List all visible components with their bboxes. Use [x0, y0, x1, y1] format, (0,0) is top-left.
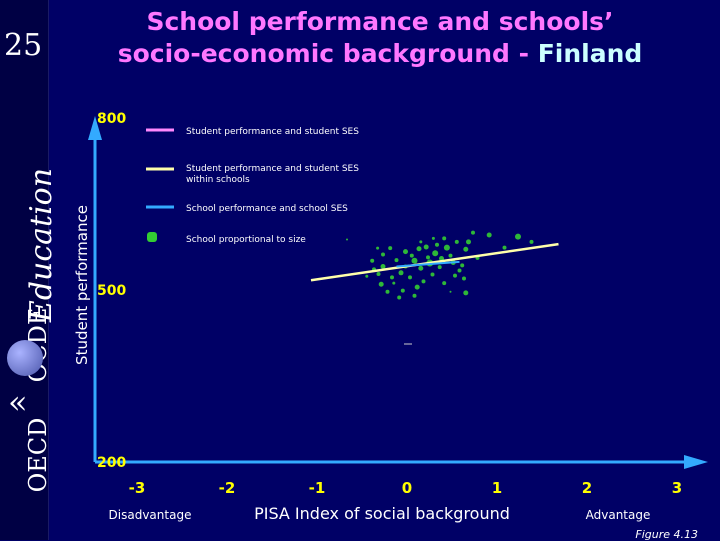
legend-label: Student performance and student SES — [186, 127, 359, 137]
school-point — [416, 246, 422, 252]
x-tick-label: 1 — [492, 479, 502, 497]
school-point — [453, 273, 457, 278]
school-point — [502, 245, 507, 250]
y-tick-label: 800 — [97, 111, 126, 127]
x-tick-label: 3 — [672, 479, 682, 497]
school-point — [392, 281, 396, 285]
x-axis-arrow — [684, 455, 708, 469]
school-point — [460, 263, 465, 268]
regression-line — [310, 242, 559, 282]
school-point — [394, 258, 399, 263]
x-tick-label: -1 — [309, 479, 326, 497]
school-point — [409, 253, 414, 258]
school-point — [443, 244, 450, 251]
school-point — [426, 255, 430, 260]
school-points — [346, 230, 534, 300]
x-annotation-disadvantage: Disadvantage — [109, 508, 192, 522]
school-point — [462, 276, 466, 281]
school-point — [442, 236, 447, 241]
x-tick-label: 2 — [582, 479, 592, 497]
legend-symbol — [147, 232, 157, 242]
school-point — [400, 288, 405, 293]
slide-number: 25 — [4, 28, 43, 63]
school-point — [486, 232, 492, 238]
school-point — [385, 289, 390, 294]
school-point — [370, 258, 375, 263]
school-point — [381, 252, 385, 257]
x-tick-label: 0 — [402, 479, 412, 497]
school-point — [397, 295, 402, 300]
school-point — [463, 290, 469, 296]
school-point — [432, 250, 439, 257]
y-tick-labels: 800 500 200 — [97, 111, 126, 471]
school-point — [418, 265, 424, 271]
school-point — [471, 230, 475, 235]
y-axis-label: Student performance — [73, 205, 91, 365]
school-point — [466, 239, 471, 245]
legend-label: School proportional to size — [186, 235, 306, 245]
school-point — [412, 293, 417, 298]
legend-label: Student performance and student SES withi… — [186, 164, 359, 185]
school-point — [365, 274, 369, 278]
y-tick-label: 200 — [97, 455, 126, 471]
y-tick-label: 500 — [97, 283, 126, 299]
school-point — [390, 275, 394, 280]
school-point — [411, 257, 418, 264]
x-tick-label: -2 — [219, 479, 236, 497]
school-point — [414, 284, 420, 290]
school-point — [421, 279, 426, 284]
school-point — [403, 249, 408, 255]
school-point — [448, 253, 453, 258]
school-point — [388, 246, 393, 251]
school-point — [423, 244, 429, 250]
x-tick-labels: -3 -2 -1 0 1 2 3 — [129, 479, 683, 497]
oecd-chevron-icon: « — [8, 383, 28, 421]
x-annotation-advantage: Advantage — [586, 508, 651, 522]
school-point — [529, 239, 534, 244]
school-point — [430, 272, 435, 277]
school-point — [376, 246, 380, 250]
school-point — [378, 281, 384, 287]
school-point — [457, 268, 462, 273]
school-point — [398, 270, 404, 276]
sidebar: 25 Education OCDE « OECD — [0, 0, 59, 540]
school-point — [380, 263, 386, 269]
school-point — [346, 238, 348, 241]
x-axis-label: PISA Index of social background — [254, 504, 510, 523]
title-country: Finland — [537, 39, 643, 68]
x-tick-label: -3 — [129, 479, 146, 497]
school-point — [437, 265, 442, 270]
school-point — [463, 246, 469, 252]
school-point — [515, 233, 521, 240]
y-axis-arrow — [88, 116, 102, 140]
school-point — [439, 255, 444, 261]
figure-caption: Figure 4.13 — [635, 528, 698, 541]
regression-line — [396, 260, 460, 268]
school-point — [435, 242, 439, 247]
school-point — [449, 290, 452, 293]
school-point — [454, 239, 459, 244]
legend: Student performance and student SES Stude… — [146, 127, 359, 245]
oecd-circle-icon — [7, 340, 43, 376]
school-point — [408, 275, 412, 280]
legend-label: School performance and school SES — [186, 204, 348, 214]
school-point — [431, 236, 435, 240]
school-point — [442, 281, 447, 286]
page-title: School performance and schools’ socio-ec… — [110, 6, 650, 70]
title-main: School performance and schools’ socio-ec… — [117, 7, 614, 68]
regression-lines — [310, 242, 559, 282]
school-point — [419, 240, 423, 244]
school-point — [376, 271, 381, 276]
